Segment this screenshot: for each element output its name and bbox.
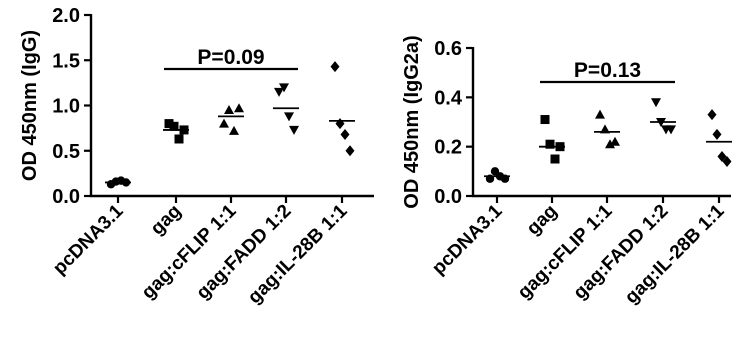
x-tick-label: pcDNA3.1: [428, 200, 507, 279]
x-tick-label: gag:IL-28B 1:1: [621, 200, 729, 308]
data-point: [289, 125, 299, 135]
x-tick-label: gag: [523, 201, 562, 240]
y-tick-label: 1.5: [52, 50, 80, 72]
data-point: [274, 87, 284, 97]
data-point: [610, 136, 620, 146]
igg-panel: 0.00.51.01.52.0OD 450nm (IgG)pcDNA3.1 gag…: [19, 5, 374, 308]
y-tick-label: 0.0: [434, 186, 462, 208]
y-axis-label: OD 450nm (IgG): [19, 30, 41, 181]
y-tick-label: 1.0: [52, 96, 80, 118]
x-tick-label: gag:cFLIP 1:1: [138, 200, 241, 303]
p-value-label: P=0.09: [197, 46, 264, 69]
y-axis-label: OD 450nm (IgG2a): [401, 35, 423, 208]
data-point: [345, 145, 355, 157]
y-tick-label: 0.5: [52, 141, 80, 163]
data-point: [666, 125, 676, 135]
data-point: [335, 118, 345, 130]
data-point: [224, 105, 234, 115]
x-tick-label: gag: [147, 201, 186, 240]
data-point: [169, 121, 179, 131]
data-point: [174, 134, 184, 144]
data-point: [279, 83, 289, 93]
data-point: [595, 109, 605, 119]
y-tick-label: 0.4: [434, 87, 463, 109]
data-point: [717, 151, 727, 163]
igg2a-panel: 0.00.20.40.6OD 450nm (IgG2a)pcDNA3.1 gagg…: [401, 35, 732, 308]
data-point: [722, 155, 732, 167]
data-point: [550, 154, 560, 164]
data-point: [229, 125, 239, 135]
p-value-label: P=0.13: [574, 59, 641, 82]
x-tick-label: pcDNA3.1: [49, 200, 128, 279]
data-point: [234, 103, 244, 113]
data-point: [340, 128, 350, 140]
y-tick-label: 2.0: [52, 5, 80, 27]
x-tick-label: gag:IL-28B 1:1: [244, 200, 352, 308]
data-point: [605, 139, 615, 149]
data-point: [330, 61, 340, 73]
data-point: [540, 115, 550, 125]
data-point: [651, 98, 661, 108]
data-point: [284, 112, 294, 122]
data-point: [219, 118, 229, 128]
y-tick-label: 0.2: [434, 137, 462, 159]
data-point: [545, 139, 555, 149]
data-point: [712, 128, 722, 140]
y-tick-label: 0.0: [52, 186, 80, 208]
x-tick-label: gag:cFLIP 1:1: [514, 200, 617, 303]
x-tick-label: gag:FADD 1:2: [193, 201, 296, 304]
data-point: [164, 119, 174, 129]
y-tick-label: 0.6: [434, 38, 462, 60]
data-point: [707, 109, 717, 121]
